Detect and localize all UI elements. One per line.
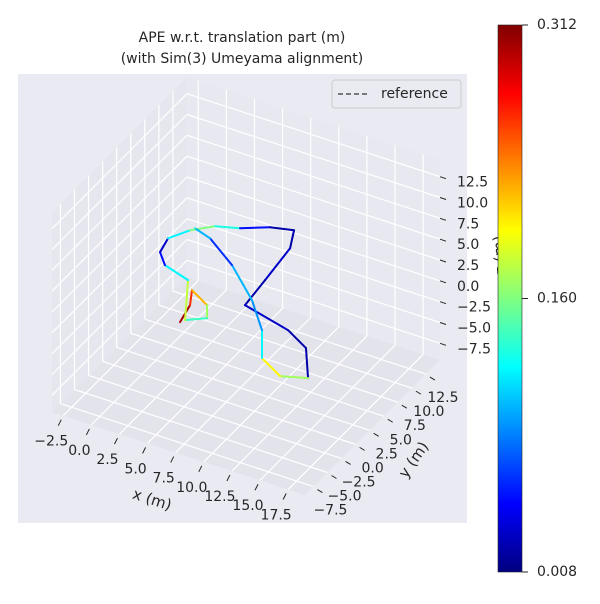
x-tick-label: 5.0: [124, 461, 146, 477]
z-tick-label: −7.5: [457, 341, 491, 357]
y-tick-label: 2.5: [376, 446, 398, 462]
chart-subtitle: (with Sim(3) Umeyama alignment): [121, 51, 364, 67]
colorbar: [498, 25, 522, 572]
colorbar-tick-label: 0.312: [537, 17, 577, 33]
trajectory-segment: [240, 227, 270, 228]
x-tick-label: 0.0: [68, 443, 90, 459]
z-tick-label: 0.0: [457, 279, 479, 295]
z-tick-label: −5.0: [457, 321, 491, 337]
y-tick-label: 0.0: [361, 460, 383, 476]
x-tick-label: 7.5: [153, 471, 175, 487]
z-tick-label: 7.5: [457, 216, 479, 232]
y-tick-label: 7.5: [404, 418, 426, 434]
z-tick-label: 5.0: [457, 237, 479, 253]
x-tick-label: 17.5: [261, 507, 292, 523]
z-tick-label: 12.5: [457, 175, 488, 191]
colorbar-tick-label: 0.160: [537, 291, 577, 307]
y-tick-label: −5.0: [328, 489, 362, 505]
z-tick-label: 2.5: [457, 258, 479, 274]
x-tick-label: 10.0: [176, 480, 207, 496]
colorbar-tick-label: 0.008: [537, 564, 577, 580]
y-tick-label: −2.5: [342, 474, 376, 490]
z-tick-label: 10.0: [457, 196, 488, 212]
x-tick-label: 12.5: [204, 489, 235, 505]
x-tick-label: −2.5: [34, 434, 68, 450]
x-tick-label: 2.5: [96, 452, 118, 468]
legend-label: reference: [381, 86, 448, 102]
chart-title: APE w.r.t. translation part (m): [139, 30, 346, 46]
x-tick-label: 15.0: [232, 498, 263, 514]
y-tick-label: 5.0: [390, 432, 412, 448]
z-tick-label: −2.5: [457, 300, 491, 316]
y-tick-label: 10.0: [413, 404, 444, 420]
y-tick-label: 12.5: [427, 390, 458, 406]
y-tick-label: −7.5: [313, 503, 347, 519]
